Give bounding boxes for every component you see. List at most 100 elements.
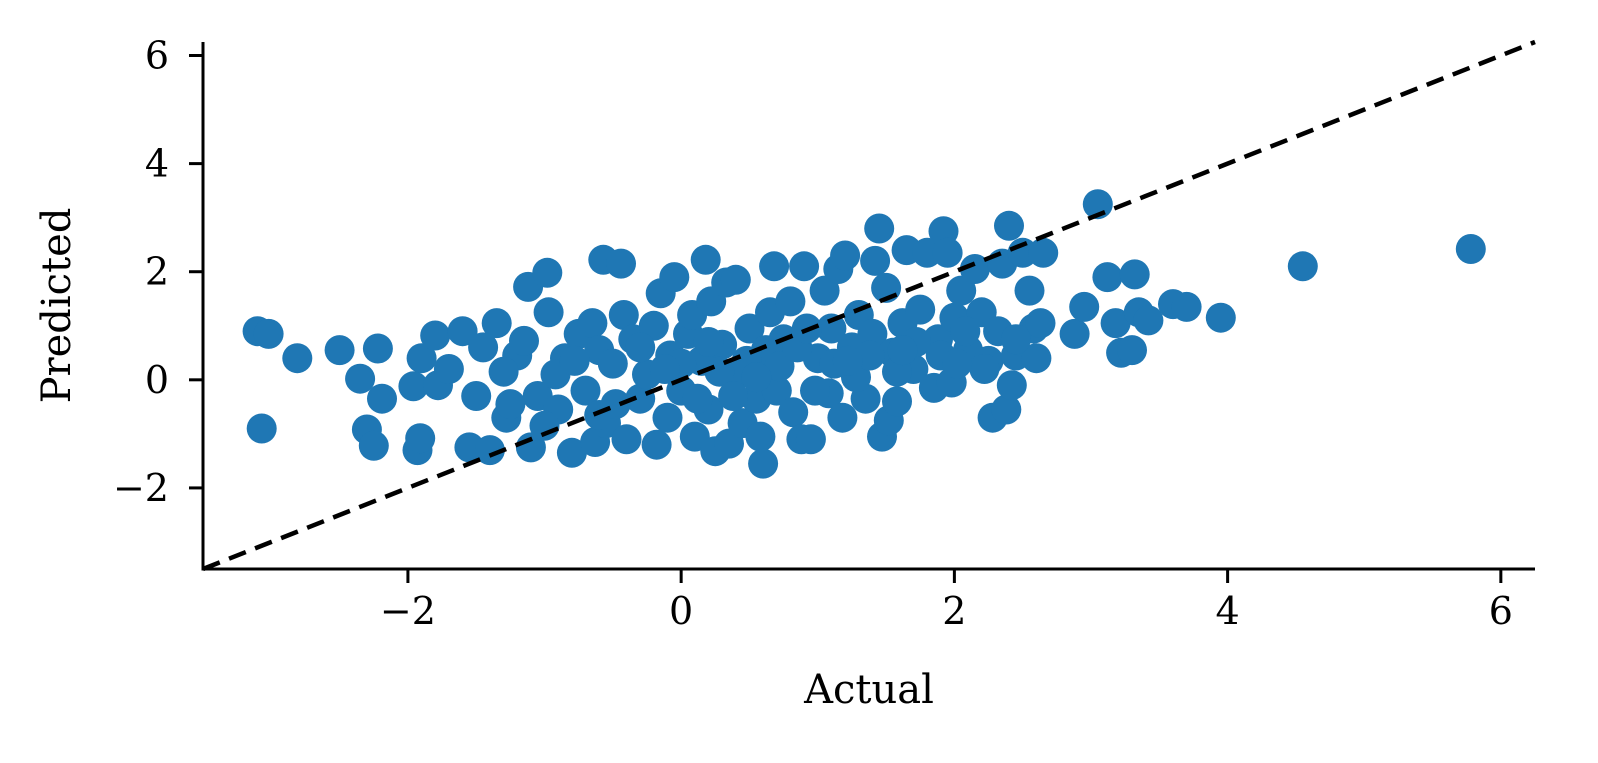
scatter-point [345, 363, 376, 394]
scatter-point [649, 354, 680, 384]
scatter-point [1059, 318, 1090, 349]
scatter-point [1100, 308, 1131, 339]
scatter-point [625, 332, 656, 363]
scatter-point [994, 210, 1024, 241]
scatter-point [778, 397, 809, 428]
scatter-point [461, 381, 492, 411]
scatter-point [809, 275, 840, 306]
scatter-point [1082, 189, 1113, 220]
scatter-point [800, 375, 830, 406]
scatter-point [741, 362, 772, 393]
scatter-point [704, 356, 735, 387]
scatter-point [282, 343, 313, 374]
scatter-point [1287, 251, 1318, 282]
y-axis-title: Predicted [34, 208, 80, 404]
scatter-point [474, 435, 505, 466]
scatter-point [734, 313, 765, 344]
scatter-point [748, 448, 779, 479]
scatter-point [324, 335, 355, 366]
scatter-point [509, 325, 539, 356]
scatter-point [905, 294, 936, 325]
scatter-point [641, 429, 672, 460]
scatter-point [481, 308, 512, 339]
scatter-point [611, 424, 642, 455]
x-tick-label: 6 [1489, 589, 1513, 633]
scatter-point [1119, 259, 1150, 290]
scatter-point [1205, 302, 1236, 333]
scatter-point [533, 297, 564, 328]
scatter-point [1117, 335, 1147, 366]
x-tick-label: 2 [942, 589, 966, 633]
scatter-point [720, 264, 751, 295]
scatter-point [488, 356, 519, 387]
scatter-point [969, 354, 1000, 384]
scatter-point [764, 351, 795, 382]
scatter-point [597, 348, 628, 379]
scatter-point [912, 237, 943, 268]
scatter-point [358, 430, 389, 461]
scatter-point [532, 257, 563, 288]
scatter-point [1133, 305, 1164, 336]
scatter-point [942, 348, 973, 379]
scatter-point [1028, 237, 1059, 268]
scatter-point [398, 371, 429, 402]
scatter-point [827, 402, 858, 433]
scatter-point [996, 370, 1027, 401]
scatter-point [759, 251, 790, 282]
scatter-point [362, 333, 393, 364]
scatter-point [1455, 234, 1486, 264]
scatter-point [932, 237, 963, 268]
y-tick-label: 0 [145, 358, 169, 402]
scatter-point [887, 335, 918, 366]
scatter-point [405, 423, 436, 454]
scatter-point [860, 245, 891, 276]
scatter-point [1021, 343, 1052, 374]
scatter-point [600, 389, 631, 420]
scatter-point [1069, 291, 1100, 322]
scatter-point [830, 240, 861, 271]
scatter-point [570, 375, 601, 406]
scatter-point [950, 316, 981, 347]
x-tick-label: −2 [380, 589, 436, 633]
scatter-point [864, 213, 895, 244]
scatter-point [367, 383, 397, 414]
y-tick-label: 4 [145, 142, 169, 186]
scatter-point [959, 254, 990, 284]
y-axis-ticks: −2 0 2 4 6 [113, 34, 203, 510]
points-layer [242, 189, 1486, 479]
y-tick-label: −2 [113, 466, 169, 510]
x-axis-title: Actual [803, 667, 934, 713]
scatter-point [882, 386, 912, 417]
scatter-point [693, 327, 724, 357]
scatter-point [253, 318, 284, 349]
scatter-point [1092, 262, 1123, 293]
scatter-point [690, 244, 721, 275]
y-tick-label: 6 [145, 34, 169, 78]
scatter-point [577, 308, 608, 339]
scatter-point [1171, 291, 1202, 322]
scatter-point [789, 251, 820, 282]
scatter-point [246, 413, 277, 444]
scatter-point [606, 248, 636, 279]
scatter-point [638, 310, 669, 341]
scatter-point [991, 394, 1022, 425]
scatter-point [447, 316, 478, 347]
scatter-point [659, 262, 690, 293]
scatter-point [745, 421, 776, 452]
scatter-point [608, 300, 639, 330]
scatter-point [468, 332, 499, 363]
scatter-point [1025, 308, 1056, 339]
scatter-point [406, 343, 437, 374]
scatter-point [832, 345, 863, 376]
x-tick-label: 4 [1216, 589, 1240, 633]
scatter-point [795, 424, 826, 455]
scatter-point [556, 437, 587, 468]
scatter-point [559, 345, 590, 376]
y-tick-label: 2 [145, 250, 169, 294]
scatter-point [816, 313, 847, 344]
scatter-point [718, 381, 749, 411]
scatter-point [1014, 275, 1045, 306]
scatter-point [1000, 324, 1031, 355]
